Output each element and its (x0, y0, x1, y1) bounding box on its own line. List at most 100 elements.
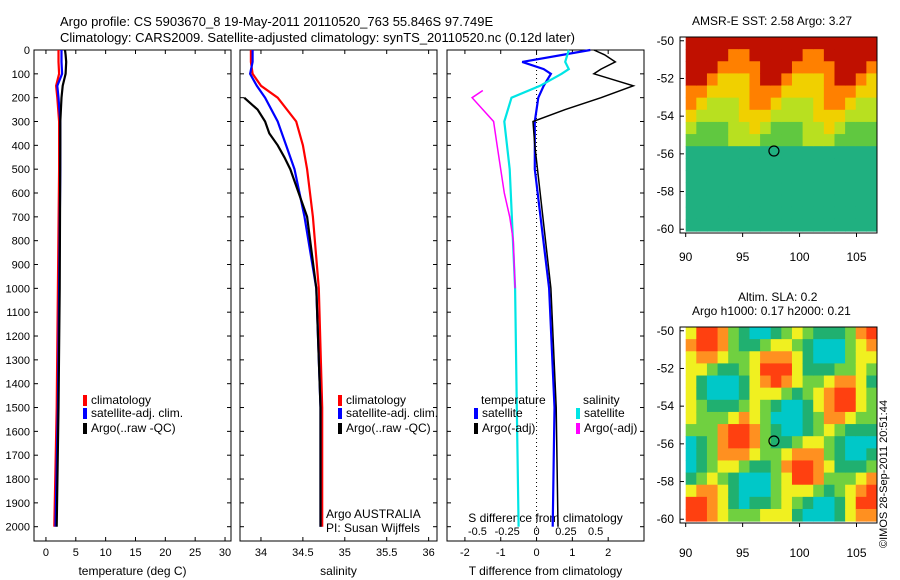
heatmap-cell (845, 411, 857, 425)
y-tick-label: 1600 (6, 426, 30, 438)
x-axis-label: T difference from climatology (469, 564, 623, 578)
y-tick-label: 0 (24, 45, 30, 57)
heatmap-cell (781, 73, 793, 87)
y-tick-label: 900 (12, 260, 30, 272)
heatmap-cell (770, 218, 782, 232)
heatmap-cell (696, 170, 708, 184)
heatmap-cell (813, 448, 825, 461)
heatmap-cell (855, 49, 867, 62)
heatmap-cell (813, 387, 825, 401)
y-tick-label: 1200 (6, 331, 30, 343)
heatmap-cell (855, 218, 867, 232)
heatmap-cell (696, 158, 708, 171)
heatmap-cell (834, 436, 846, 449)
heatmap-cell (791, 375, 804, 389)
heatmap-cell (760, 351, 772, 364)
heatmap-cell (770, 411, 782, 425)
heatmap-cell (706, 182, 719, 196)
heatmap-cell (813, 327, 825, 340)
heatmap-cell (834, 134, 846, 147)
heatmap-cell (770, 508, 782, 522)
heatmap-cell (866, 496, 878, 510)
heatmap-cell (781, 508, 793, 522)
heatmap-cell (802, 351, 814, 364)
heatmap-cell (781, 146, 793, 159)
heatmap-cell (738, 109, 750, 123)
heatmap-cell (728, 424, 740, 437)
heatmap-cell (706, 387, 719, 401)
heatmap-cell (738, 158, 750, 171)
heatmap-cell (866, 351, 878, 364)
heatmap-cell (802, 97, 814, 111)
heatmap-cell (770, 436, 782, 449)
heatmap-cell (845, 206, 857, 220)
heatmap-cell (696, 508, 708, 522)
x-tick-label: 0 (43, 547, 49, 559)
heatmap-cell (770, 182, 782, 196)
heatmap-cell (728, 146, 740, 159)
heatmap-cell (855, 61, 867, 74)
heatmap-cell (823, 121, 835, 135)
heatmap-cell (738, 218, 750, 232)
heatmap-cell (749, 351, 761, 364)
heatmap-cell (834, 85, 846, 99)
x-tick-label: 35.5 (376, 547, 397, 559)
heatmap-cell (760, 206, 772, 220)
heatmap-cell (770, 49, 782, 62)
heatmap-cell (749, 49, 761, 62)
heatmap-cell (791, 363, 804, 377)
y-tick-label: 1400 (6, 379, 30, 391)
heatmap-cell (706, 158, 719, 171)
heatmap-cell (834, 448, 846, 461)
heatmap-cell (823, 448, 835, 461)
heatmap-cell (781, 496, 793, 510)
x-tick-label: 34 (255, 547, 267, 559)
heatmap-cell (760, 411, 772, 425)
heatmap-cell (706, 194, 719, 208)
heatmap-cell (685, 460, 697, 474)
heatmap-cell (770, 134, 782, 147)
heatmap-cell (866, 218, 878, 232)
heatmap-cell (834, 146, 846, 159)
heatmap-cell (866, 158, 878, 171)
heatmap-cell (845, 363, 857, 377)
heatmap-cell (845, 424, 857, 437)
x-tick-label: 95 (736, 250, 750, 264)
heatmap-cell (845, 170, 857, 184)
heatmap-cell (802, 508, 814, 522)
heatmap-cell (717, 121, 729, 135)
heatmap-cell (685, 496, 697, 510)
heatmap-cell (781, 182, 793, 196)
heatmap-cell (717, 218, 729, 232)
heatmap-cell (834, 351, 846, 364)
heatmap-cell (696, 496, 708, 510)
heatmap-cell (760, 436, 772, 449)
heatmap-cell (749, 399, 761, 413)
heatmap-cell (717, 399, 729, 413)
heatmap-cell (738, 363, 750, 377)
heatmap-cell (696, 460, 708, 474)
heatmap-cell (855, 399, 867, 413)
heatmap-cell (738, 134, 750, 147)
heatmap-cell (760, 182, 772, 196)
heatmap-cell (770, 496, 782, 510)
heatmap-cell (717, 170, 729, 184)
heatmap-cell (706, 73, 719, 87)
heatmap-cell (717, 194, 729, 208)
y-tick-label: -60 (657, 512, 675, 526)
heatmap-cell (738, 339, 750, 352)
heatmap-cell (685, 448, 697, 461)
heatmap-cell (834, 218, 846, 232)
heatmap-cell (696, 484, 708, 498)
heatmap-cell (834, 375, 846, 389)
y-tick-label: -56 (657, 437, 675, 451)
heatmap-cell (717, 146, 729, 159)
map-frame (679, 36, 878, 234)
x-top-axis-label: S difference from climatology (468, 511, 623, 525)
heatmap-cell (855, 387, 867, 401)
y-tick-label: 1300 (6, 355, 30, 367)
heatmap-cell (749, 508, 761, 522)
heatmap-cell (717, 496, 729, 510)
heatmap-cell (728, 97, 740, 111)
